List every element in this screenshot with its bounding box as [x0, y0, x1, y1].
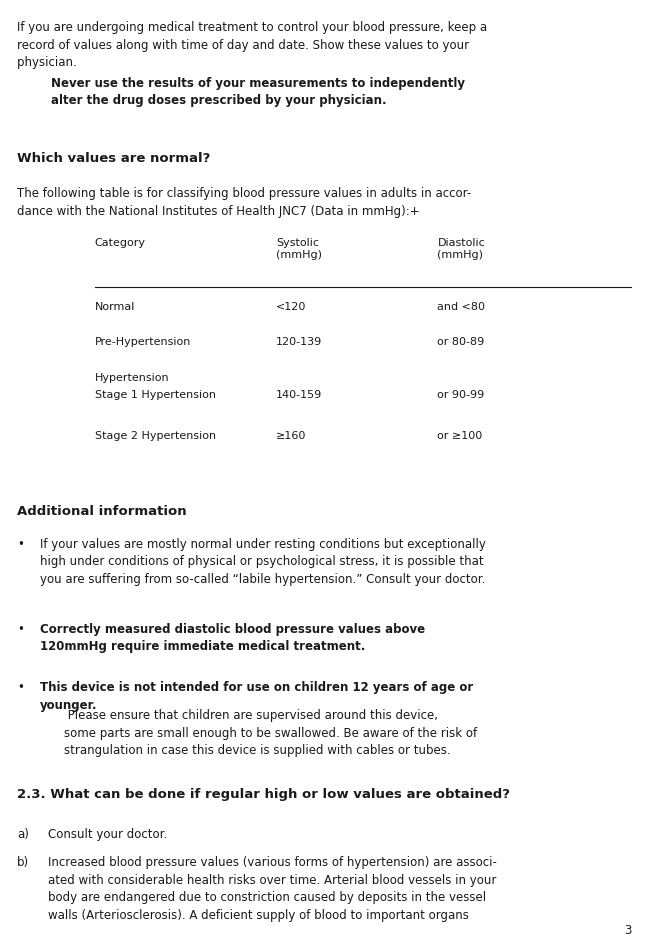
- Text: Normal: Normal: [95, 302, 135, 311]
- Text: The following table is for classifying blood pressure values in adults in accor-: The following table is for classifying b…: [17, 188, 472, 218]
- Text: Stage 1 Hypertension: Stage 1 Hypertension: [95, 389, 215, 399]
- Text: •: •: [17, 537, 24, 550]
- Text: ≥160: ≥160: [276, 430, 306, 441]
- Text: Diastolic
(mmHg): Diastolic (mmHg): [438, 238, 485, 260]
- Text: Category: Category: [95, 238, 145, 248]
- Text: If your values are mostly normal under resting conditions but exceptionally
high: If your values are mostly normal under r…: [40, 537, 485, 585]
- Text: This device is not intended for use on children 12 years of age or
younger.: This device is not intended for use on c…: [40, 681, 473, 711]
- Text: Which values are normal?: Which values are normal?: [17, 152, 210, 166]
- Text: Please ensure that children are supervised around this device,
some parts are sm: Please ensure that children are supervis…: [64, 708, 477, 757]
- Text: If you are undergoing medical treatment to control your blood pressure, keep a
r: If you are undergoing medical treatment …: [17, 21, 487, 69]
- Text: Pre-Hypertension: Pre-Hypertension: [95, 336, 191, 347]
- Text: Additional information: Additional information: [17, 505, 187, 517]
- Text: Correctly measured diastolic blood pressure values above
120mmHg require immedia: Correctly measured diastolic blood press…: [40, 623, 425, 653]
- Text: Hypertension: Hypertension: [95, 372, 170, 382]
- Text: Never use the results of your measurements to independently
alter the drug doses: Never use the results of your measuremen…: [51, 77, 465, 108]
- Text: or 80-89: or 80-89: [438, 336, 485, 347]
- Text: Systolic
(mmHg): Systolic (mmHg): [276, 238, 322, 260]
- Text: or ≥100: or ≥100: [438, 430, 483, 441]
- Text: 140-159: 140-159: [276, 389, 322, 399]
- Text: Stage 2 Hypertension: Stage 2 Hypertension: [95, 430, 216, 441]
- Text: 3: 3: [624, 923, 631, 937]
- Text: <120: <120: [276, 302, 306, 311]
- Text: Consult your doctor.: Consult your doctor.: [48, 827, 168, 840]
- Text: b): b): [17, 855, 29, 868]
- Text: 2.3. What can be done if regular high or low values are obtained?: 2.3. What can be done if regular high or…: [17, 787, 510, 801]
- Text: a): a): [17, 827, 29, 840]
- Text: 120-139: 120-139: [276, 336, 322, 347]
- Text: Increased blood pressure values (various forms of hypertension) are associ-
ated: Increased blood pressure values (various…: [48, 855, 497, 921]
- Text: •: •: [17, 681, 24, 694]
- Text: or 90-99: or 90-99: [438, 389, 485, 399]
- Text: •: •: [17, 623, 24, 635]
- Text: and <80: and <80: [438, 302, 485, 311]
